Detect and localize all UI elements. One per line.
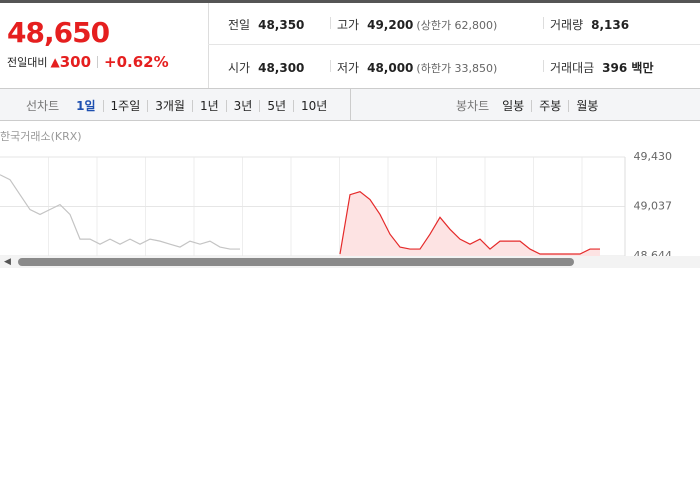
price: 48,650 xyxy=(7,16,110,49)
stat: 거래량 8,136 xyxy=(550,16,629,33)
change: 300 xyxy=(59,53,92,71)
rate: +0.62% xyxy=(104,53,169,71)
tab[interactable]: 1일 xyxy=(76,98,96,113)
stat-label: 고가 xyxy=(337,18,360,32)
stat-value: 49,200 xyxy=(367,18,414,32)
stat: 거래대금 396 백만 xyxy=(550,59,653,76)
stat-extra: (상한가 62,800) xyxy=(416,19,498,32)
line-tabs: 선차트 1일 1주일 3개월 1년 3년 5년 10년 xyxy=(26,97,334,114)
separator xyxy=(330,60,331,72)
stat-value: 48,300 xyxy=(258,61,305,75)
y-tick-label: 49,430 xyxy=(634,150,673,163)
price-line xyxy=(0,174,240,250)
separator xyxy=(330,17,331,29)
tab[interactable]: 주봉 xyxy=(531,99,568,112)
stat: 전일 48,350 xyxy=(228,16,304,33)
top-border xyxy=(0,0,700,3)
scroll-thumb[interactable] xyxy=(18,258,574,266)
tab[interactable]: 3년 xyxy=(225,99,260,112)
divider xyxy=(208,3,209,88)
stat-label: 거래대금 xyxy=(550,61,595,75)
separator xyxy=(97,56,99,68)
tab-list: 1일 1주일 3개월 1년 3년 5년 10년 xyxy=(69,98,334,113)
tab[interactable]: 1년 xyxy=(191,99,226,112)
stat: 저가 48,000 (하한가 33,850) xyxy=(337,59,497,76)
stat-value: 48,350 xyxy=(258,18,305,32)
price-line xyxy=(339,190,600,255)
y-tick-label: 48,644 xyxy=(634,249,673,256)
stat-label: 거래량 xyxy=(550,18,584,32)
stat-label: 전일 xyxy=(228,18,251,32)
up-icon: ▲ xyxy=(50,55,60,69)
stat-value: 396 백만 xyxy=(602,61,654,75)
divider xyxy=(350,89,351,120)
y-tick-label: 49,037 xyxy=(634,200,673,213)
stat-label: 시가 xyxy=(228,61,251,75)
stat-label: 저가 xyxy=(337,61,360,75)
chart: 한국거래소(KRX) 49,430 49,037 48,644 xyxy=(0,130,673,256)
separator xyxy=(543,17,544,29)
scroll-left[interactable]: ◀ xyxy=(4,257,11,267)
chart-source: 한국거래소(KRX) xyxy=(0,130,82,143)
tab[interactable]: 10년 xyxy=(293,99,334,112)
tab[interactable]: 5년 xyxy=(259,99,293,112)
change-row: 전일대비 ▲ 300 +0.62% xyxy=(7,53,169,71)
change-label: 전일대비 xyxy=(7,56,48,69)
stat-extra: (하한가 33,850) xyxy=(416,62,498,75)
separator xyxy=(543,60,544,72)
tab-list: 일봉 주봉 월봉 xyxy=(495,98,605,113)
stat-value: 48,000 xyxy=(367,61,414,75)
tab[interactable]: 월봉 xyxy=(568,99,605,112)
tab-group-title: 선차트 xyxy=(26,99,60,113)
tab-group-title: 봉차트 xyxy=(456,99,490,113)
tab[interactable]: 일봉 xyxy=(502,98,525,113)
candle-tabs: 봉차트 일봉 주봉 월봉 xyxy=(456,97,605,114)
tab[interactable]: 3개월 xyxy=(147,99,192,112)
stat: 고가 49,200 (상한가 62,800) xyxy=(337,16,497,33)
stat: 시가 48,300 xyxy=(228,59,304,76)
divider xyxy=(208,44,700,45)
area-fill xyxy=(340,191,600,256)
stat-value: 8,136 xyxy=(591,18,630,32)
tab[interactable]: 1주일 xyxy=(102,99,148,112)
